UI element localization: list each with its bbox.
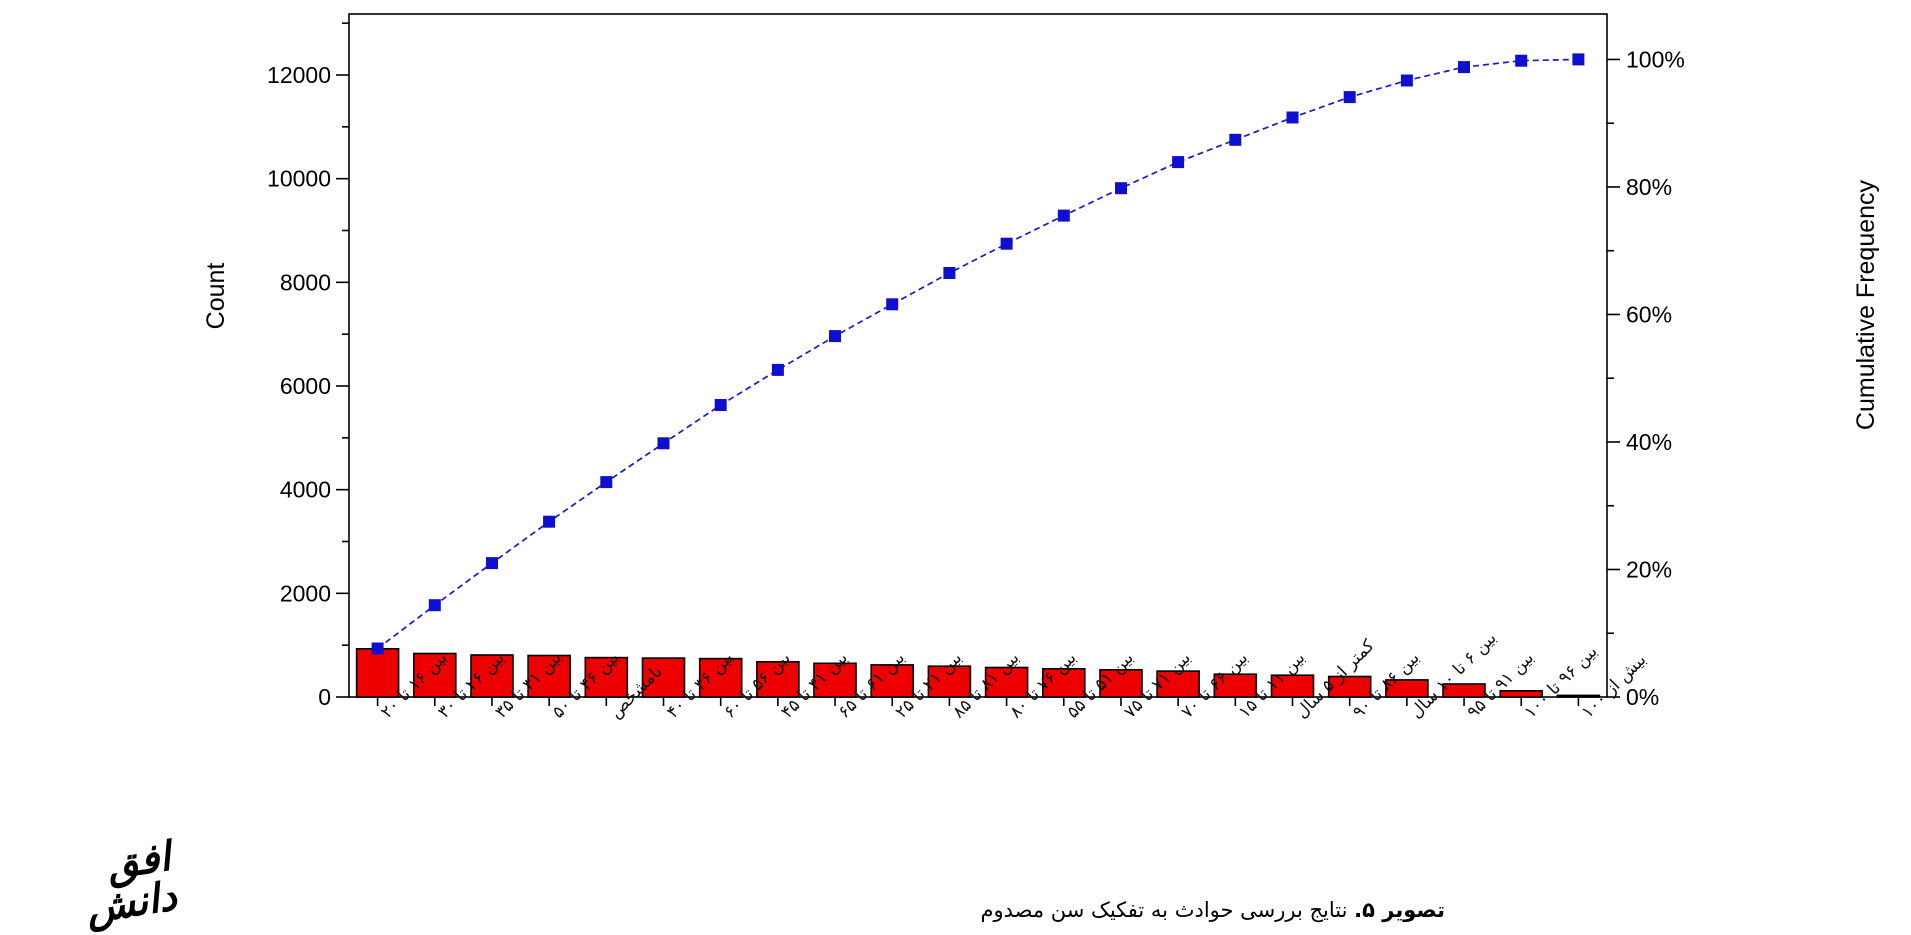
- journal-logo-text: افق دانش: [82, 832, 180, 933]
- cumulative-marker: [1572, 53, 1585, 66]
- left-tick-label: 4000: [280, 477, 331, 503]
- cumulative-marker: [1343, 91, 1356, 104]
- left-tick-label: 10000: [267, 166, 331, 192]
- left-tick-label: 0: [318, 684, 331, 710]
- cumulative-marker: [714, 399, 727, 411]
- count-bar: [984, 666, 1029, 698]
- right-tick-label: 80%: [1626, 174, 1672, 200]
- count-bar: [698, 657, 743, 698]
- right-tick-label: 60%: [1626, 301, 1672, 327]
- cumulative-marker: [1286, 111, 1299, 124]
- cumulative-marker: [486, 557, 498, 570]
- cumulative-marker: [428, 599, 441, 612]
- left-axis-title: Count: [202, 263, 230, 330]
- right-tick-label: 20%: [1626, 556, 1672, 582]
- count-bar: [1042, 667, 1086, 698]
- cumulative-marker: [371, 642, 384, 655]
- left-tick-label: 6000: [280, 373, 331, 399]
- right-axis-title: Cumulative Frequency: [1852, 179, 1880, 430]
- cumulative-marker: [543, 515, 556, 528]
- cumulative-marker: [657, 437, 670, 450]
- cumulative-marker: [1400, 74, 1413, 87]
- cumulative-marker: [1515, 54, 1528, 67]
- cumulative-marker: [1115, 182, 1127, 195]
- figure-caption-label: تصویر ۵.: [1354, 898, 1445, 922]
- figure-caption: تصویر ۵. نتایج بررسی حوادث به تفکیک سن م…: [980, 898, 1445, 922]
- right-tick-label: 40%: [1626, 429, 1672, 455]
- cumulative-marker: [829, 330, 841, 343]
- count-bar: [412, 652, 457, 698]
- left-tick-label: 8000: [280, 269, 331, 295]
- figure-caption-text: نتایج بررسی حوادث به تفکیک سن مصدوم: [980, 898, 1355, 922]
- cumulative-marker: [600, 476, 613, 489]
- cumulative-marker: [1229, 133, 1242, 146]
- cumulative-marker: [771, 363, 784, 376]
- count-bar: [813, 662, 857, 698]
- cumulative-marker: [1458, 61, 1470, 74]
- left-tick-label: 12000: [267, 62, 331, 88]
- cumulative-marker: [1057, 209, 1070, 222]
- left-tick-label: 2000: [280, 580, 331, 606]
- cumulative-marker: [886, 298, 899, 311]
- cumulative-marker: [1000, 237, 1013, 250]
- cumulative-line: [377, 58, 1579, 650]
- count-bar: [927, 665, 972, 698]
- right-tick-label: 0%: [1626, 684, 1659, 710]
- plot-frame: [348, 13, 1608, 698]
- cumulative-marker: [1172, 156, 1185, 169]
- right-tick-label: 100%: [1626, 46, 1685, 72]
- count-bar: [584, 656, 629, 698]
- cumulative-marker: [943, 267, 956, 279]
- count-bar: [355, 647, 400, 698]
